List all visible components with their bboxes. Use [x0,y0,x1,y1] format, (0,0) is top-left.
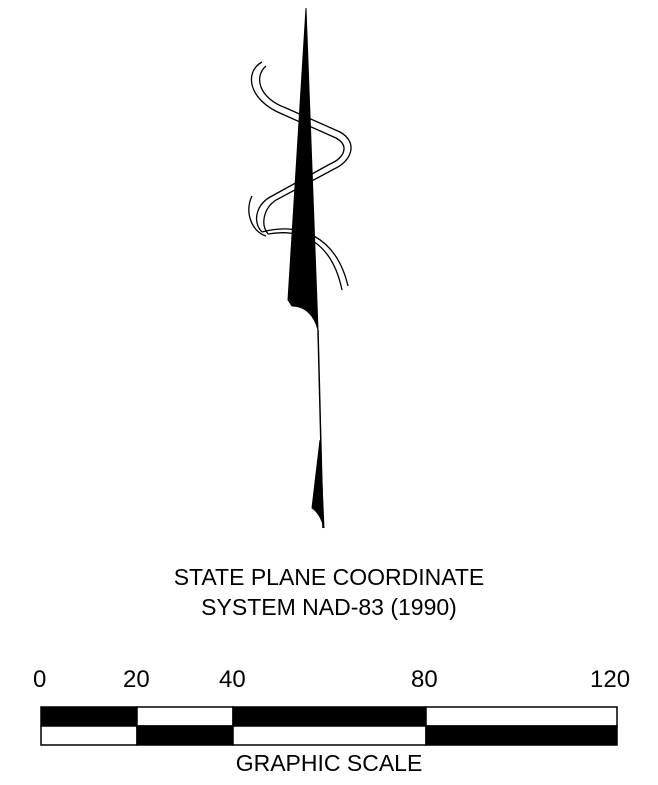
scale-segment [40,725,138,746]
coordinate-system-caption-line1: STATE PLANE COORDINATE [173,564,485,590]
scale-tick-label: 120 [590,666,631,693]
scale-tick-label: 0 [33,666,47,693]
scale-segment [136,706,234,727]
scale-segment [425,706,618,727]
scale-segment [40,706,138,727]
north-arrow-lower-spike [311,439,325,529]
north-arrow-upper-spike [287,7,319,331]
scale-segment [425,725,618,746]
scale-tick-label: 40 [219,666,246,693]
scale-segment [232,725,427,746]
north-arrow-scroll [248,61,352,291]
scale-segment [136,725,234,746]
scale-tick-label: 20 [123,666,150,693]
coordinate-system-caption-line2: SYSTEM NAD-83 (1990) [201,594,457,620]
graphic-scale-title: GRAPHIC SCALE [235,750,423,776]
scale-tick-label: 80 [411,666,438,693]
scale-segment [232,706,427,727]
